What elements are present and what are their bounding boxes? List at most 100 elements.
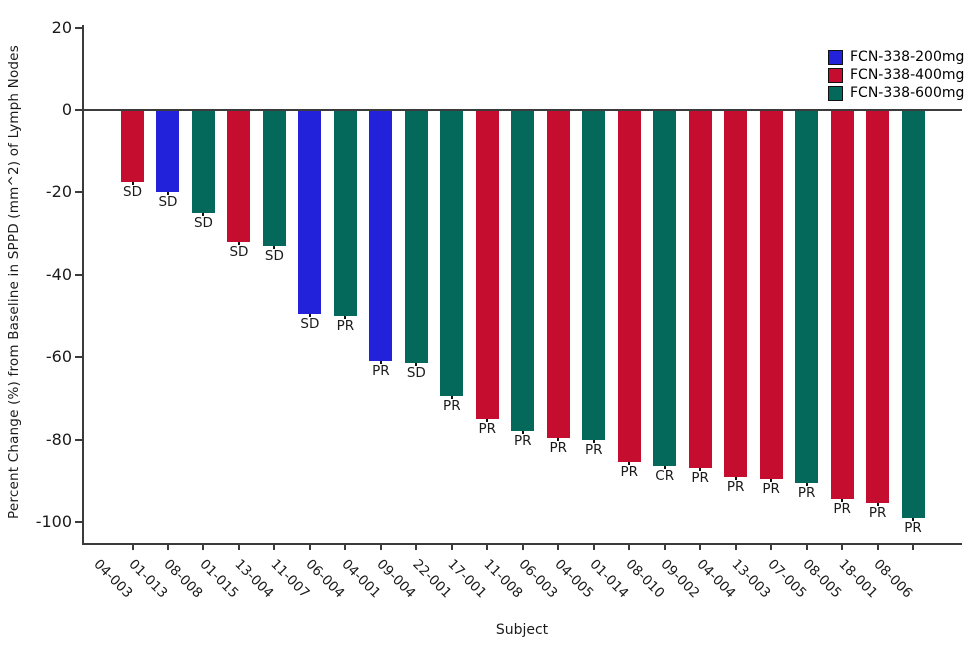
bar-end-marker [876,503,879,507]
legend-item: FCN-338-600mg [828,86,964,101]
bar-response-label: SD [123,184,142,201]
bar-end-marker [805,482,808,486]
legend-item-label: FCN-338-200mg [850,49,965,65]
bar-end-marker [344,316,347,319]
bar-response-label: PR [868,505,887,522]
bar-response-label: SD [193,215,213,231]
y-tick [75,521,82,523]
legend-item: FCN-338-200mg [828,50,964,65]
bar-08-005 [830,111,854,500]
bar-response-label: PR [478,421,497,437]
x-tick [876,543,879,550]
x-tick-label-subject: 13-003 [728,556,774,602]
x-tick [166,543,169,550]
bar-18-001 [866,111,890,504]
bar-response-label: SD [264,247,284,264]
bar-response-label: CR [655,468,675,485]
x-tick [131,543,134,550]
bar-end-marker [308,313,311,317]
y-tick-label: -80 [45,429,72,449]
bar-response-label: PR [726,478,745,495]
y-tick-label: 20 [51,17,72,37]
y-tick-label: -60 [45,347,72,367]
x-tick [344,543,347,550]
bar-17-001 [475,111,499,419]
bar-response-label: SD [406,365,426,382]
bar-response-label: PR [797,484,816,501]
bar-end-marker [486,419,489,422]
x-tick-label-subject: 08-006 [870,556,916,602]
legend-item-label: FCN-338-600mg [850,85,965,101]
bar-end-marker [521,431,524,435]
y-tick [75,438,82,441]
bar-response-label: PR [620,464,638,481]
y-axis-title: Percent Change (%) from Baseline in SPPD… [6,45,22,520]
x-tick [699,543,702,550]
bar-response-label: PR [514,433,532,450]
x-tick [805,543,808,550]
bar-response-label: PR [691,470,709,487]
bar-07-005 [795,111,819,483]
x-tick [592,543,595,550]
bar-22-001 [440,111,464,397]
y-tick [75,109,82,111]
x-tick [770,543,773,550]
y-tick-label: 0 [61,100,72,119]
bar-01-014 [617,111,641,463]
bar-response-label: PR [904,519,922,536]
bar-08-006 [901,111,925,518]
legend-swatch [828,86,843,101]
bar-end-marker [379,361,382,365]
x-tick [379,543,382,550]
bar-13-004 [262,111,286,246]
bar-06-004 [333,111,357,316]
y-tick [75,356,82,359]
legend-item: FCN-338-400mg [828,68,964,83]
bar-end-marker [273,245,276,249]
bar-09-002 [688,111,712,469]
bar-end-marker [628,462,631,466]
bar-response-label: PR [762,480,780,497]
x-tick [415,543,418,550]
legend-swatch [828,68,843,83]
x-tick [521,543,524,550]
bar-end-marker [202,213,205,216]
bar-01-015 [227,111,251,242]
bar-11-007 [298,111,322,314]
y-axis-line [82,25,84,545]
bar-04-001 [369,111,393,362]
zero-baseline [83,109,962,111]
bar-response-label: PR [584,441,603,458]
bar-end-marker [734,476,737,480]
x-tick-label-subject: 09-002 [657,556,703,602]
x-tick [557,543,560,550]
x-tick [202,543,205,550]
bar-response-label: PR [443,398,461,415]
bar-end-marker [166,192,169,196]
x-tick [308,543,311,550]
bar-04-004 [724,111,748,477]
x-tick [237,543,240,550]
bar-end-marker [699,468,702,472]
bar-response-label: PR [336,318,355,334]
y-tick [75,273,82,276]
bar-08-008 [191,111,215,213]
bar-response-label: SD [300,315,320,332]
bar-end-marker [663,466,666,470]
bar-response-label: SD [229,243,249,260]
y-tick-label: -100 [35,512,72,531]
x-tick [841,543,844,550]
x-tick [912,543,915,550]
bar-01-013 [156,111,180,193]
y-tick-label: -20 [45,182,72,202]
x-tick [663,543,666,550]
bar-end-marker [592,439,595,443]
legend: FCN-338-200mg FCN-338-400mg FCN-338-600mg [828,50,964,101]
bar-end-marker [450,396,453,400]
bar-end-marker [237,241,240,245]
y-tick [75,191,82,194]
x-tick [450,543,453,550]
bar-response-label: SD [158,194,178,211]
bar-end-marker [841,499,844,503]
